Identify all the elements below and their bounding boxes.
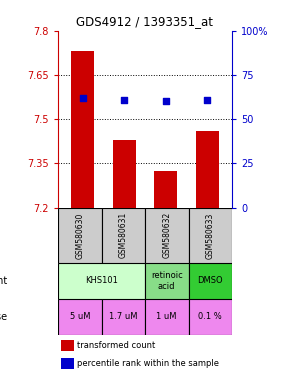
Point xyxy=(205,97,209,103)
Point xyxy=(163,98,168,104)
Text: GSM580631: GSM580631 xyxy=(119,212,128,258)
Bar xyxy=(58,263,145,299)
Point xyxy=(122,97,127,103)
Text: agent: agent xyxy=(0,276,8,286)
Bar xyxy=(188,208,232,263)
Bar xyxy=(102,299,145,335)
Bar xyxy=(58,299,102,335)
Text: KHS101: KHS101 xyxy=(85,276,118,285)
Bar xyxy=(71,51,94,208)
Title: GDS4912 / 1393351_at: GDS4912 / 1393351_at xyxy=(77,15,213,28)
Bar xyxy=(113,140,136,208)
Point xyxy=(81,95,85,101)
Bar xyxy=(188,299,232,335)
Bar xyxy=(61,359,74,369)
Bar xyxy=(154,171,177,208)
Bar xyxy=(58,208,102,263)
Text: retinoic
acid: retinoic acid xyxy=(151,271,183,291)
Text: dose: dose xyxy=(0,312,8,322)
Text: GSM580632: GSM580632 xyxy=(162,212,171,258)
Bar xyxy=(61,340,74,351)
Text: 1.7 uM: 1.7 uM xyxy=(109,312,137,321)
Bar xyxy=(196,131,219,208)
Text: percentile rank within the sample: percentile rank within the sample xyxy=(77,359,219,368)
Text: GSM580630: GSM580630 xyxy=(75,212,84,258)
Text: DMSO: DMSO xyxy=(197,276,223,285)
Bar xyxy=(102,208,145,263)
Text: GSM580633: GSM580633 xyxy=(206,212,215,258)
Text: 0.1 %: 0.1 % xyxy=(198,312,222,321)
Text: 5 uM: 5 uM xyxy=(70,312,90,321)
Bar xyxy=(145,299,188,335)
Text: transformed count: transformed count xyxy=(77,341,155,350)
Text: 1 uM: 1 uM xyxy=(157,312,177,321)
Bar xyxy=(188,263,232,299)
Bar xyxy=(145,208,188,263)
Bar xyxy=(145,263,188,299)
